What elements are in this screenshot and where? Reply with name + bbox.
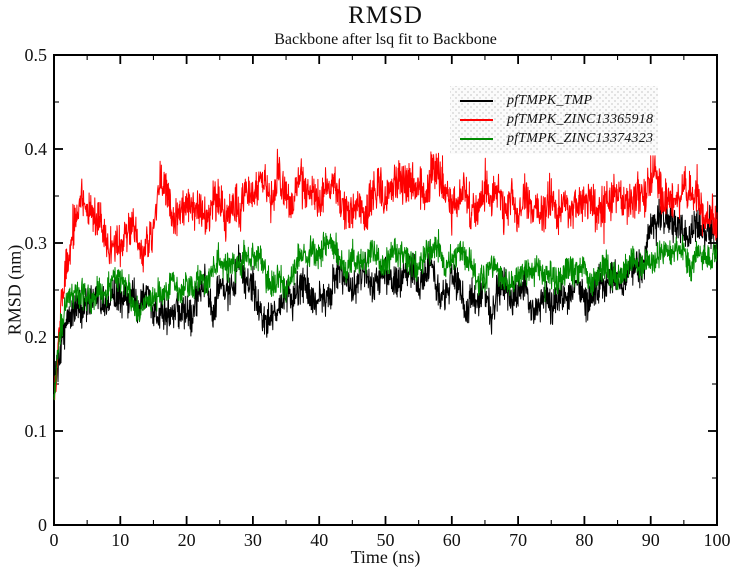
- chart-subtitle: Backbone after lsq fit to Backbone: [274, 31, 497, 48]
- svg-text:10: 10: [111, 530, 129, 550]
- svg-text:0.3: 0.3: [25, 233, 48, 253]
- svg-text:90: 90: [642, 530, 660, 550]
- svg-text:70: 70: [509, 530, 527, 550]
- legend-label: pfTMPK_ZINC13365918: [507, 112, 654, 127]
- svg-text:20: 20: [178, 530, 196, 550]
- legend-entry-tmp: pfTMPK_TMP: [460, 92, 650, 110]
- legend-entry-zinc13374323: pfTMPK_ZINC13374323: [460, 130, 654, 148]
- svg-text:100: 100: [704, 530, 731, 550]
- svg-text:50: 50: [377, 530, 395, 550]
- svg-text:40: 40: [310, 530, 328, 550]
- svg-text:30: 30: [244, 530, 262, 550]
- svg-text:0.1: 0.1: [25, 421, 48, 441]
- legend-label: pfTMPK_ZINC13374323: [507, 131, 654, 146]
- svg-text:0.2: 0.2: [25, 327, 48, 347]
- legend-line-swatch-black: [460, 100, 493, 102]
- svg-text:0.4: 0.4: [25, 139, 48, 159]
- svg-text:0.5: 0.5: [25, 45, 48, 65]
- svg-text:60: 60: [443, 530, 461, 550]
- legend-entry-zinc13365918: pfTMPK_ZINC13365918: [460, 111, 654, 129]
- legend-label: pfTMPK_TMP: [507, 93, 593, 108]
- legend-line-swatch-red: [460, 119, 493, 121]
- legend-box: pfTMPK_TMP pfTMPK_ZINC13365918 pfTMPK_ZI…: [450, 86, 658, 154]
- svg-text:80: 80: [575, 530, 593, 550]
- svg-text:0: 0: [38, 515, 47, 535]
- chart-title: RMSD: [348, 2, 423, 29]
- svg-text:0: 0: [50, 530, 59, 550]
- x-axis-label: Time (ns): [350, 547, 421, 567]
- legend-line-swatch-green: [460, 138, 493, 140]
- y-axis-label: RMSD (nm): [4, 244, 25, 336]
